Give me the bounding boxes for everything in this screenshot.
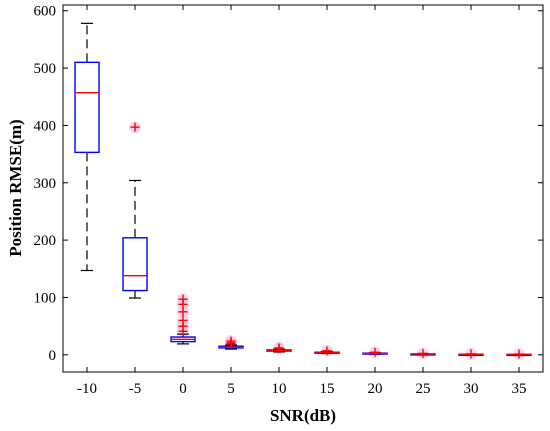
box-group-25 — [410, 347, 436, 360]
plot-frame — [62, 4, 544, 373]
plot-area — [63, 5, 543, 372]
box-group-20 — [362, 346, 388, 359]
box-group--10 — [74, 22, 100, 272]
x-tick-label: 5 — [227, 381, 235, 397]
x-tick-label: 35 — [512, 381, 527, 397]
x-tick-label: 15 — [320, 381, 335, 397]
y-tick-label: 0 — [49, 348, 57, 364]
box-group-10 — [266, 341, 292, 355]
y-axis-label: Position RMSE(m) — [6, 119, 25, 256]
y-tick-label: 400 — [34, 118, 57, 134]
iqr-box — [74, 61, 100, 154]
box-group--5 — [122, 121, 148, 299]
x-tick-label: 20 — [368, 381, 383, 397]
x-axis-label: SNR(dB) — [270, 406, 336, 425]
box-group-15 — [314, 344, 340, 357]
y-tick-label: 500 — [34, 61, 57, 77]
iqr-box — [122, 237, 148, 292]
box-group-30 — [458, 347, 484, 360]
x-tick-label: 25 — [416, 381, 431, 397]
y-tick-label: 600 — [34, 4, 57, 20]
box-group-5 — [218, 335, 244, 350]
box-group-0 — [170, 293, 196, 345]
y-tick-label: 200 — [34, 233, 57, 249]
box-group-35 — [506, 348, 532, 361]
x-tick-label: -5 — [129, 381, 142, 397]
y-tick-label: 300 — [34, 176, 57, 192]
x-tick-label: -10 — [77, 381, 97, 397]
x-tick-label: 10 — [272, 381, 287, 397]
y-tick-label: 100 — [34, 290, 57, 306]
x-tick-label: 30 — [464, 381, 479, 397]
x-tick-label: 0 — [179, 381, 187, 397]
